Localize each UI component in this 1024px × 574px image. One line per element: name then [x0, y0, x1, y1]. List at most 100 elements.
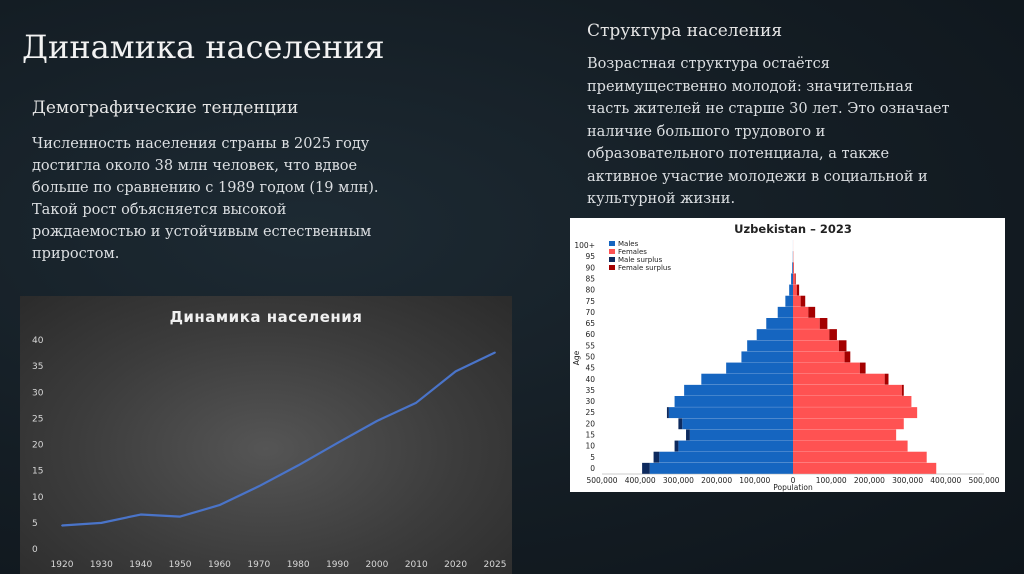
pyramid-legend-label: Females [618, 248, 647, 256]
female-surplus-bar [829, 329, 837, 341]
female-bar [793, 429, 897, 441]
line-chart-title: Динамика населения [170, 308, 363, 326]
female-bar [793, 384, 902, 396]
female-bar [793, 329, 830, 341]
pyramid-age-tick: 80 [585, 286, 595, 295]
pyramid-x-tick: 400,000 [625, 476, 656, 485]
pyramid-age-tick: 60 [585, 330, 595, 339]
pyramid-x-tick: 100,000 [739, 476, 770, 485]
age-structure-paragraph: Возрастная структура остаётся преимущест… [587, 56, 950, 207]
population-data-point [336, 442, 339, 444]
pyramid-x-tick: 200,000 [854, 476, 885, 485]
male-surplus-bar [686, 429, 690, 441]
male-bar [789, 284, 793, 296]
male-bar [785, 295, 793, 307]
female-bar [793, 318, 820, 329]
male-bar [756, 329, 793, 341]
pyramid-x-tick: 500,000 [968, 476, 999, 485]
population-data-point [61, 524, 63, 527]
female-bar [793, 351, 845, 363]
female-bar [793, 273, 795, 285]
male-bar [777, 306, 793, 318]
pyramid-age-tick: 30 [585, 397, 595, 406]
male-surplus-bar [678, 418, 683, 430]
population-growth-paragraph: Численность населения страны в 2025 году… [32, 136, 379, 262]
male-bar [668, 407, 793, 419]
pyramid-x-tick: 300,000 [663, 476, 694, 485]
line-chart-y-tick: 5 [32, 519, 38, 529]
population-data-point [218, 504, 221, 507]
pyramid-legend-label: Female surplus [618, 264, 671, 272]
pyramid-age-tick: 35 [585, 386, 595, 395]
pyramid-age-tick: 50 [585, 353, 595, 362]
pyramid-age-tick: 70 [585, 308, 595, 317]
pyramid-age-tick: 45 [585, 364, 595, 373]
line-chart-x-tick: 1990 [326, 560, 349, 570]
pyramid-age-tick: 10 [585, 442, 595, 451]
population-data-point [139, 513, 142, 516]
pyramid-y-label: Age [572, 350, 581, 365]
male-bar [792, 262, 793, 274]
pyramid-x-label: Population [773, 483, 813, 492]
female-bar [793, 440, 908, 452]
pyramid-legend-label: Male surplus [618, 256, 663, 264]
female-bar [793, 340, 839, 352]
male-bar [741, 351, 793, 363]
population-data-point [415, 401, 418, 404]
pyramid-age-tick: 75 [585, 297, 595, 306]
population-line-chart: Динамика населения 0 5 10 15 20 25 30 35 40 1920 19… [20, 296, 512, 574]
male-surplus-bar [674, 440, 679, 452]
line-chart-y-tick: 20 [32, 441, 44, 451]
female-surplus-bar [901, 384, 904, 396]
line-chart-y-tick: 30 [32, 388, 44, 398]
female-surplus-bar [819, 318, 828, 329]
line-chart-x-tick: 1960 [208, 560, 231, 570]
male-surplus-bar [642, 462, 650, 474]
population-data-point [257, 485, 260, 488]
female-bar [793, 306, 809, 318]
pyramid-age-tick: 55 [585, 341, 595, 350]
line-chart-y-tick: 40 [32, 336, 44, 346]
pyramid-age-tick: 0 [590, 464, 595, 473]
pyramid-age-tick: 85 [585, 275, 595, 284]
pyramid-chart-svg: Uzbekistan – 2023 0 5 10 15 20 25 30 35 40 45 50 55 6… [572, 222, 1000, 492]
population-structure-heading: Структура населения [587, 21, 783, 41]
male-bar [678, 440, 793, 452]
line-chart-x-tick: 1920 [51, 560, 74, 570]
line-chart-x-tick: 2000 [365, 560, 388, 570]
pyramid-age-tick: 25 [585, 408, 595, 417]
male-bar [684, 384, 793, 396]
male-bar [649, 462, 793, 474]
female-bar [793, 407, 918, 419]
pyramid-x-tick: 400,000 [930, 476, 961, 485]
line-chart-y-tick: 25 [32, 414, 43, 424]
line-chart-y-tick: 10 [32, 493, 44, 503]
female-surplus-bar [794, 273, 796, 285]
male-bar [701, 373, 793, 385]
male-bar [674, 396, 793, 407]
male-bar [689, 429, 793, 441]
population-data-point [297, 464, 300, 467]
male-bar [747, 340, 793, 352]
line-chart-x-tick: 1970 [247, 560, 270, 570]
line-chart-y-tick: 15 [32, 467, 43, 477]
female-surplus-bar [884, 373, 889, 385]
pyramid-legend-swatch [609, 241, 615, 246]
pyramid-age-tick: 90 [585, 263, 595, 272]
female-surplus-bar [808, 306, 816, 318]
pyramid-age-tick: 95 [585, 252, 595, 261]
female-bar [793, 462, 937, 474]
pyramid-age-tick: 20 [585, 419, 595, 428]
line-chart-x-tick: 1980 [287, 560, 310, 570]
female-bar [793, 373, 885, 385]
pyramid-legend-swatch [609, 257, 615, 262]
pyramid-age-tick: 40 [585, 375, 595, 384]
male-surplus-bar [653, 451, 660, 463]
line-chart-x-tick: 2020 [444, 560, 467, 570]
pyramid-x-tick: 100,000 [816, 476, 847, 485]
pyramid-x-tick: 0 [791, 476, 796, 485]
population-data-point [494, 351, 496, 354]
female-bar [793, 451, 927, 463]
male-bar [726, 362, 793, 374]
female-bar [793, 396, 912, 407]
